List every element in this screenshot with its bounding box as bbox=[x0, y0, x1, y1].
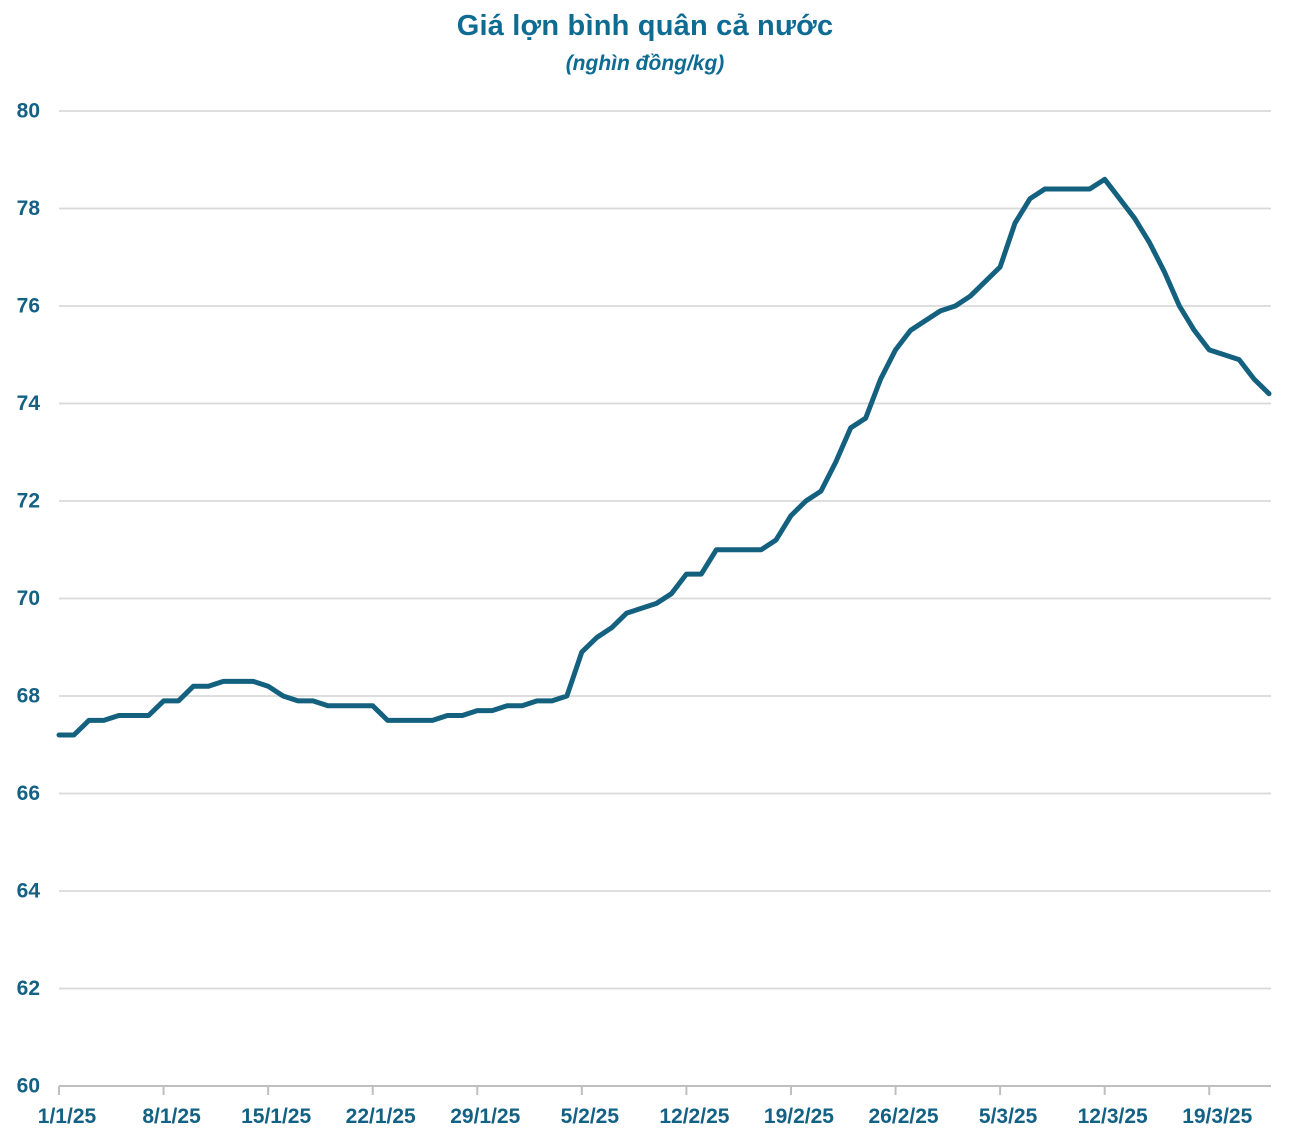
x-axis-labels: 1/1/25 8/1/25 15/1/25 22/1/25 29/1/25 5/2/25 1… bbox=[38, 1105, 1253, 1128]
x-axis-label: 8/1/25 bbox=[142, 1105, 201, 1128]
x-axis-label: 1/1/25 bbox=[38, 1105, 97, 1128]
y-axis-label: 68 bbox=[17, 685, 41, 708]
y-axis-label: 76 bbox=[17, 295, 40, 318]
chart-title: Giá lợn bình quân cả nước bbox=[456, 10, 834, 42]
y-axis-label: 78 bbox=[17, 197, 41, 220]
x-axis-ticks bbox=[58, 1086, 1211, 1095]
y-axis-label: 60 bbox=[17, 1075, 40, 1098]
x-axis-label: 12/2/25 bbox=[659, 1105, 729, 1128]
x-axis-label: 19/2/25 bbox=[764, 1105, 834, 1128]
x-axis-label: 26/2/25 bbox=[869, 1105, 939, 1128]
y-axis-label: 72 bbox=[17, 490, 40, 513]
y-axis-labels: 60 62 64 66 68 70 72 74 76 78 80 bbox=[17, 100, 41, 1098]
y-axis-label: 70 bbox=[17, 587, 40, 610]
x-axis-label: 15/1/25 bbox=[241, 1105, 311, 1128]
x-axis-label: 22/1/25 bbox=[346, 1105, 416, 1128]
y-axis-label: 66 bbox=[17, 782, 40, 805]
y-axis-label: 74 bbox=[17, 392, 41, 415]
x-axis-label: 5/2/25 bbox=[561, 1105, 620, 1128]
chart-subtitle: (nghìn đồng/kg) bbox=[565, 52, 725, 75]
x-axis-label: 29/1/25 bbox=[450, 1105, 520, 1128]
gridlines bbox=[59, 110, 1271, 990]
price-line bbox=[56, 176, 1272, 738]
x-axis-label: 19/3/25 bbox=[1182, 1105, 1252, 1128]
x-axis-label: 5/3/25 bbox=[979, 1105, 1038, 1128]
x-axis-label: 12/3/25 bbox=[1078, 1105, 1148, 1128]
y-axis-label: 62 bbox=[17, 977, 40, 1000]
y-axis-label: 80 bbox=[17, 100, 40, 123]
y-axis-label: 64 bbox=[17, 880, 41, 903]
